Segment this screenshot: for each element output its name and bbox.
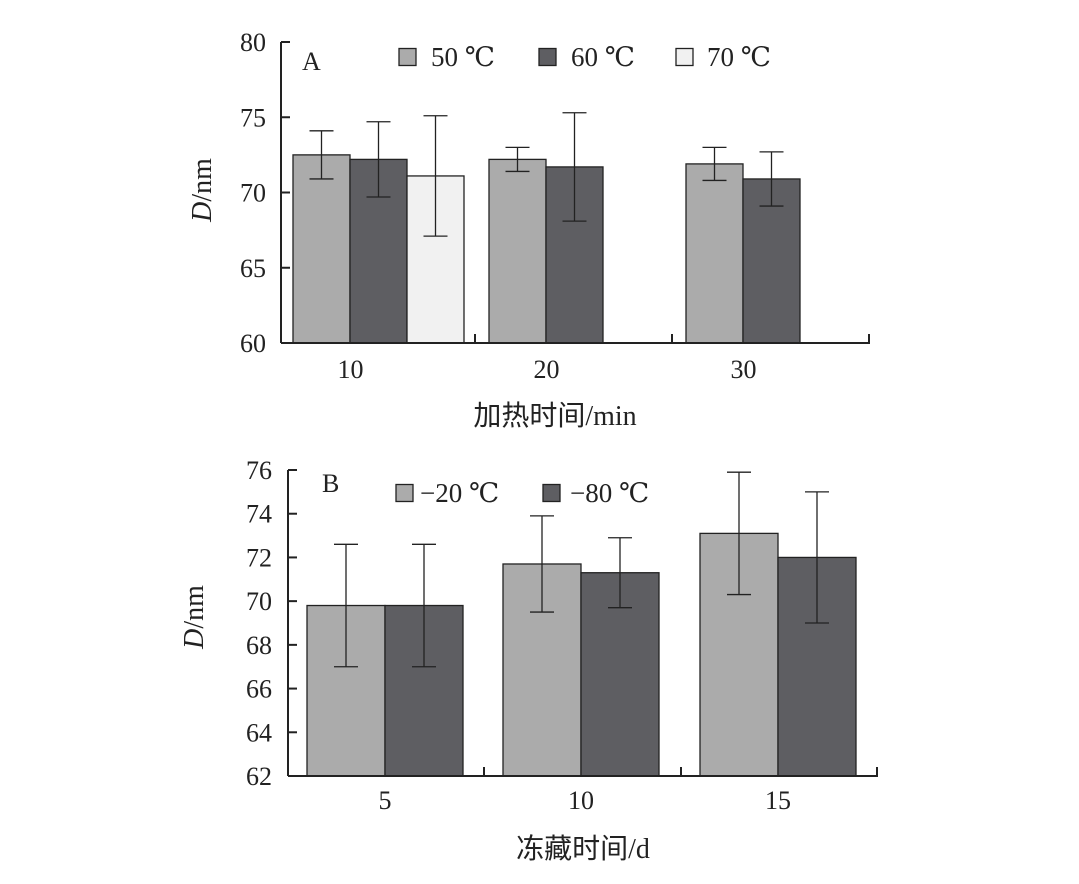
panel-a-y-axis-title-unit: /nm (187, 158, 218, 202)
panel-b-y-tick-label-5: 72 (246, 543, 272, 572)
panel-a-y-axis-title-symbol: D (187, 202, 218, 223)
panel-b-legend-swatch-0 (395, 483, 414, 503)
panel-b-y-axis-title: D/nm (179, 585, 210, 650)
panel-a-bar-s0-c0 (292, 154, 351, 344)
panel-b-letter: B (322, 469, 339, 498)
panel-a-y-tick-label-2: 70 (240, 179, 266, 208)
panel-b-x-tick-label-0: 5 (379, 786, 392, 815)
panel-b-error-bars (334, 471, 829, 668)
panel-a-error-bar-s2-c0 (423, 115, 448, 237)
panel-a-error-bar-s1-c2 (759, 151, 784, 207)
panel-a-error-bar-s0-c0 (309, 130, 334, 180)
panel-a-legend-label-0: 50 ℃ (431, 42, 495, 72)
panel-a-legend-label-2: 70 ℃ (707, 42, 771, 72)
panel-a-legend-swatch-0 (398, 47, 417, 67)
panel-a-y-ticks: 60 65 70 75 80 (240, 28, 290, 358)
panel-b-y-tick-label-4: 70 (246, 587, 272, 616)
panel-a-letter: A (302, 47, 321, 76)
panel-b-error-bar-s0-c0 (334, 543, 358, 668)
panel-a-y-tick-label-3: 75 (240, 103, 266, 132)
panel-b-y-tick-label-0: 62 (246, 762, 272, 791)
panel-a-y-tick-label-4: 80 (240, 28, 266, 57)
panel-b-x-tick-label-2: 15 (765, 786, 791, 815)
panel-a-legend-label-1: 60 ℃ (571, 42, 635, 72)
panel-b: 62 64 66 68 70 72 74 76 5 10 15 B −20 ℃ −80 ℃ 冻藏时间… (179, 456, 878, 865)
panel-b-y-axis-title-unit: /nm (179, 585, 210, 629)
panel-a-legend-swatch-2 (675, 47, 694, 67)
panel-a-x-tick-label-2: 30 (731, 355, 757, 384)
panel-a-legend-swatch-1 (538, 47, 557, 67)
panel-a-bar-s0-c2 (685, 163, 744, 344)
panel-a-error-bars (309, 112, 784, 237)
panel-a-y-axis-title: D/nm (187, 158, 218, 223)
panel-a-error-bar-s1-c1 (562, 112, 587, 222)
panel-b-y-axis-title-symbol: D (179, 629, 210, 650)
panel-a-x-tick-label-0: 10 (338, 355, 364, 384)
panel-b-error-bar-s1-c0 (412, 543, 436, 668)
panel-b-error-bar-s1-c1 (608, 537, 632, 609)
panel-b-legend-label-1: −80 ℃ (570, 478, 649, 508)
panel-a-x-axis-title: 加热时间/min (473, 400, 636, 432)
panel-a-x-ticks: 10 20 30 (338, 334, 870, 384)
panel-a-bars (292, 154, 801, 344)
panel-a-x-tick-label-1: 20 (534, 355, 560, 384)
panel-b-error-bar-s1-c2 (805, 491, 829, 624)
panel-b-legend: −20 ℃ −80 ℃ (395, 478, 649, 508)
panel-b-y-tick-label-6: 74 (246, 500, 272, 529)
panel-a-y-tick-label-1: 65 (240, 254, 266, 283)
panel-b-bars (306, 532, 857, 777)
panel-b-x-axis-title: 冻藏时间/d (516, 833, 650, 865)
panel-a-y-tick-label-0: 60 (240, 329, 266, 358)
panel-a: 60 65 70 75 80 10 20 30 A 50 ℃ 60 ℃ 70 ℃ 加热时间/mi… (187, 28, 870, 432)
panel-a-error-bar-s0-c1 (505, 146, 530, 173)
panel-a-legend: 50 ℃ 60 ℃ 70 ℃ (398, 42, 771, 72)
panel-a-bar-s0-c1 (488, 158, 547, 344)
panel-b-y-tick-label-1: 64 (246, 718, 272, 747)
panel-b-y-tick-label-3: 68 (246, 631, 272, 660)
panel-a-error-bar-s0-c2 (702, 146, 727, 182)
panel-b-x-tick-label-1: 10 (568, 786, 594, 815)
panel-b-y-ticks: 62 64 66 68 70 72 74 76 (246, 456, 297, 791)
panel-b-error-bar-s0-c2 (727, 471, 751, 596)
panel-b-legend-label-0: −20 ℃ (420, 478, 499, 508)
panel-b-error-bar-s0-c1 (530, 515, 554, 613)
panel-b-legend-swatch-1 (542, 483, 561, 503)
panel-a-error-bar-s1-c0 (366, 121, 391, 198)
panel-b-x-ticks: 5 10 15 (379, 767, 878, 815)
panel-b-y-tick-label-2: 66 (246, 675, 272, 704)
panel-b-y-tick-label-7: 76 (246, 456, 272, 485)
